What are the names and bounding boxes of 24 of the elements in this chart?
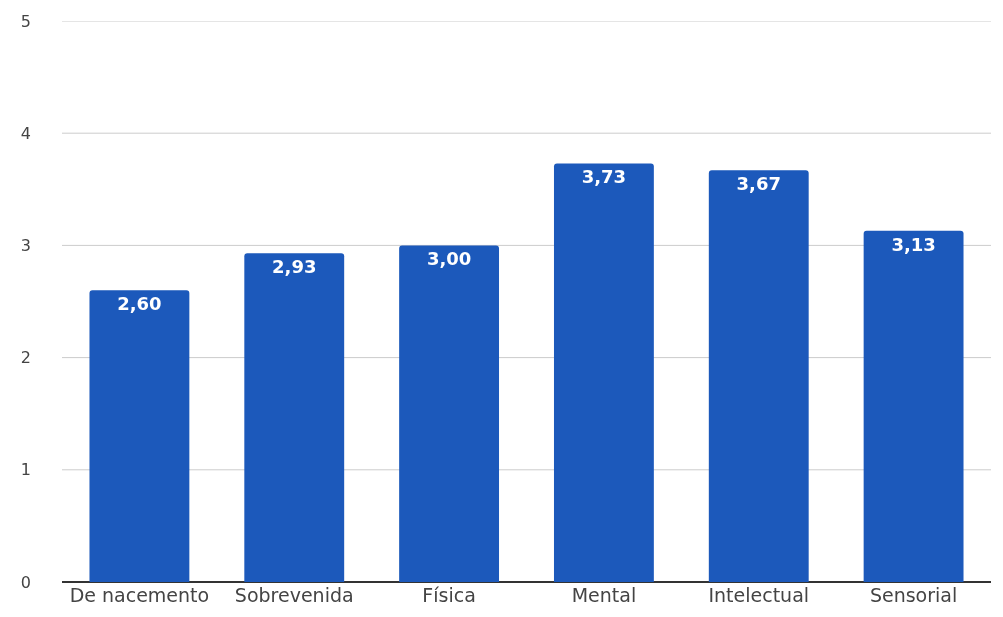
bar — [89, 290, 190, 582]
bar — [863, 230, 964, 582]
bar — [553, 163, 654, 582]
data-label: 2,60 — [117, 293, 162, 315]
x-tick-label: De nacemento — [69, 584, 210, 606]
data-label: 3,13 — [891, 233, 936, 255]
y-tick-label: 2 — [20, 348, 31, 368]
y-tick-label: 1 — [20, 460, 31, 480]
data-label: 3,67 — [736, 173, 781, 195]
x-tick-label: Física — [422, 584, 476, 606]
x-tick-label: Sobrevenida — [234, 584, 354, 606]
y-tick-label: 3 — [20, 236, 31, 255]
y-tick-label: 4 — [20, 123, 31, 143]
x-tick-label: Sensorial — [869, 584, 958, 606]
bar — [708, 170, 809, 582]
data-label: 3,73 — [581, 166, 627, 188]
y-tick-label: 0 — [20, 572, 31, 592]
x-tick-label: Intelectual — [708, 584, 810, 606]
bar — [244, 253, 345, 582]
bar — [399, 245, 500, 582]
x-tick-label: Mental — [571, 584, 637, 606]
y-tick-label: 5 — [20, 11, 31, 31]
data-label: 2,93 — [272, 256, 317, 278]
data-label: 3,00 — [426, 248, 472, 270]
